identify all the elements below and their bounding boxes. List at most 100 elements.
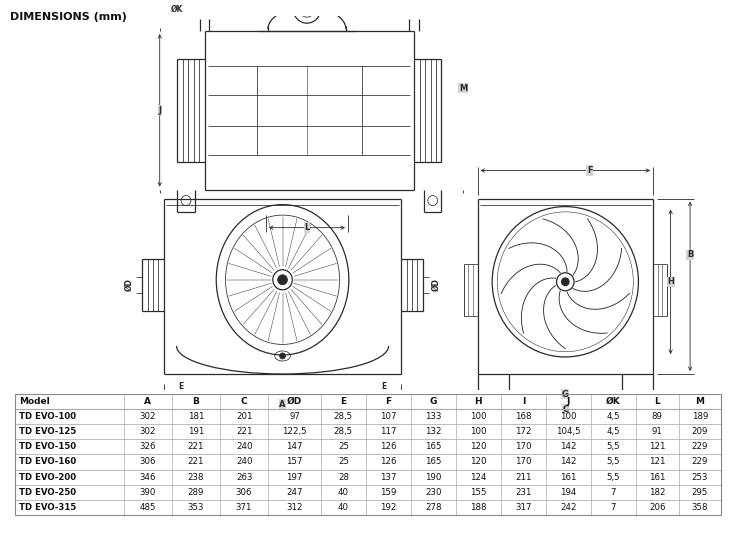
Text: 390: 390 [140,488,156,497]
Text: 7: 7 [611,503,616,512]
Text: 117: 117 [380,427,397,436]
Text: C: C [562,405,568,414]
Text: 28,5: 28,5 [334,412,353,421]
Text: 91: 91 [652,427,663,436]
Text: 206: 206 [649,503,665,512]
Text: ØK: ØK [606,397,621,406]
Text: 100: 100 [470,427,487,436]
Text: 211: 211 [515,472,531,482]
Text: F: F [385,397,392,406]
Text: 189: 189 [692,412,708,421]
Text: 182: 182 [649,488,665,497]
Text: 107: 107 [380,412,397,421]
Text: 371: 371 [236,503,252,512]
Text: B: B [687,250,693,259]
Circle shape [279,353,285,359]
Text: 5,5: 5,5 [606,442,620,451]
Text: TD EVO-125: TD EVO-125 [19,427,76,436]
Text: 263: 263 [236,472,252,482]
Text: 358: 358 [692,503,708,512]
Text: 25: 25 [338,457,349,466]
Text: A: A [279,400,286,408]
Text: 161: 161 [649,472,665,482]
Text: 231: 231 [515,488,531,497]
Text: M: M [695,397,704,406]
Text: 155: 155 [470,488,487,497]
Text: 289: 289 [188,488,204,497]
Text: 172: 172 [515,427,531,436]
Text: 247: 247 [287,488,303,497]
Text: 221: 221 [187,442,204,451]
Text: 306: 306 [140,457,156,466]
Text: 161: 161 [560,472,576,482]
Text: E: E [381,381,387,391]
Text: 229: 229 [692,442,708,451]
Text: 121: 121 [649,457,665,466]
Text: 120: 120 [470,442,487,451]
Text: 221: 221 [236,427,252,436]
Text: 104,5: 104,5 [556,427,581,436]
Text: L: L [654,397,660,406]
Text: 40: 40 [338,503,349,512]
Text: 295: 295 [692,488,708,497]
Text: TD EVO-250: TD EVO-250 [19,488,76,497]
Text: 485: 485 [140,503,156,512]
Text: 317: 317 [515,503,531,512]
Text: 191: 191 [188,427,204,436]
Text: TD EVO-100: TD EVO-100 [19,412,76,421]
Text: 126: 126 [380,457,397,466]
Text: 229: 229 [692,457,708,466]
Text: 97: 97 [289,412,300,421]
Text: 4,5: 4,5 [606,427,620,436]
Text: 209: 209 [692,427,708,436]
Text: TD EVO-160: TD EVO-160 [19,457,76,466]
Text: 188: 188 [470,503,487,512]
Text: 201: 201 [236,412,252,421]
Text: J: J [567,397,570,406]
Text: 122,5: 122,5 [282,427,306,436]
Text: 190: 190 [425,472,442,482]
Text: 326: 326 [140,442,156,451]
Text: 147: 147 [287,442,303,451]
Text: 159: 159 [380,488,397,497]
Text: 25: 25 [338,442,349,451]
Text: 7: 7 [611,488,616,497]
Text: 230: 230 [425,488,442,497]
Text: 312: 312 [287,503,303,512]
Text: ØD: ØD [124,278,133,291]
Text: 100: 100 [560,412,576,421]
Text: 253: 253 [692,472,708,482]
Text: 353: 353 [187,503,204,512]
Text: 28: 28 [338,472,349,482]
Text: 194: 194 [560,488,576,497]
Text: C: C [241,397,248,406]
Text: G: G [430,397,437,406]
Text: 121: 121 [649,442,665,451]
Text: 240: 240 [236,442,252,451]
Text: 170: 170 [515,457,531,466]
Circle shape [278,275,287,285]
Text: 306: 306 [236,488,252,497]
Text: 240: 240 [236,457,252,466]
Text: B: B [193,397,199,406]
Text: L: L [304,223,309,232]
Text: 278: 278 [425,503,442,512]
Text: 302: 302 [140,412,156,421]
Text: E: E [340,397,346,406]
Text: G: G [562,390,569,399]
Circle shape [562,278,569,286]
Text: 170: 170 [515,442,531,451]
Text: 137: 137 [380,472,397,482]
Text: I: I [522,397,525,406]
Text: ØD: ØD [287,397,302,406]
Text: 242: 242 [560,503,576,512]
Text: 5,5: 5,5 [606,472,620,482]
Text: 5,5: 5,5 [606,457,620,466]
Text: TD EVO-200: TD EVO-200 [19,472,76,482]
Text: 89: 89 [652,412,663,421]
Text: 221: 221 [187,457,204,466]
Text: TD EVO-315: TD EVO-315 [19,503,76,512]
Text: 346: 346 [140,472,156,482]
Text: 192: 192 [380,503,397,512]
Text: 157: 157 [287,457,303,466]
